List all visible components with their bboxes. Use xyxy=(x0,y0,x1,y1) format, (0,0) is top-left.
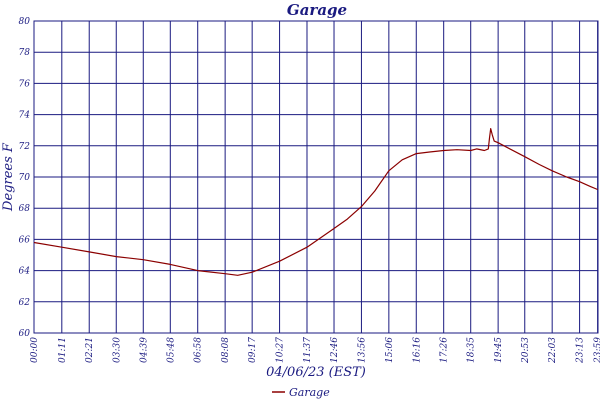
x-axis-title: 04/06/23 (EST) xyxy=(266,365,366,380)
legend: Garage xyxy=(272,386,330,399)
x-tick-label: 19:45 xyxy=(494,337,504,363)
y-axis-title: Degrees F xyxy=(1,142,16,212)
x-tick-label: 02:21 xyxy=(85,337,95,363)
series-line-garage xyxy=(33,128,598,276)
y-tick-label: 80 xyxy=(19,17,31,27)
y-axis-ticks: 60 62 64 66 68 70 72 74 76 78 80 xyxy=(19,17,31,339)
x-tick-label: 13:56 xyxy=(357,337,367,363)
x-axis-ticks: 00:00 01:11 02:21 03:30 04:39 05:48 06:58 08:08… xyxy=(30,337,600,364)
x-tick-label: 18:35 xyxy=(467,337,477,363)
y-tick-label: 68 xyxy=(19,204,31,214)
x-tick-label: 09:17 xyxy=(248,337,258,363)
y-tick-label: 60 xyxy=(19,329,31,339)
x-tick-label: 05:48 xyxy=(166,337,176,363)
y-tick-label: 64 xyxy=(19,267,31,277)
x-tick-label: 20:53 xyxy=(521,337,531,364)
x-tick-label: 06:58 xyxy=(194,337,204,363)
y-tick-label: 76 xyxy=(19,79,31,89)
y-tick-label: 62 xyxy=(19,298,31,308)
x-tick-label: 15:06 xyxy=(385,337,395,363)
x-tick-label: 08:08 xyxy=(221,337,231,363)
legend-label-garage: Garage xyxy=(289,386,330,399)
y-tick-label: 72 xyxy=(19,142,31,152)
x-tick-label: 23:13 xyxy=(576,337,586,364)
x-tick-label: 10:27 xyxy=(276,337,286,363)
chart-title: Garage xyxy=(287,1,347,19)
series-group xyxy=(33,128,598,276)
x-tick-label: 23:59 xyxy=(594,337,600,364)
y-tick-label: 70 xyxy=(19,173,31,183)
x-tick-label: 22:03 xyxy=(548,337,558,364)
x-tick-label: 12:46 xyxy=(330,337,340,363)
x-tick-label: 04:39 xyxy=(139,337,149,363)
x-tick-label: 11:37 xyxy=(303,337,313,363)
y-tick-label: 78 xyxy=(19,48,31,58)
x-tick-label: 03:30 xyxy=(112,337,122,363)
x-tick-label: 16:16 xyxy=(412,337,422,363)
x-tick-label: 00:00 xyxy=(30,337,40,363)
y-tick-label: 74 xyxy=(19,111,31,121)
y-tick-label: 66 xyxy=(19,235,31,245)
x-tick-label: 17:26 xyxy=(440,337,450,363)
x-tick-label: 01:11 xyxy=(58,337,68,363)
